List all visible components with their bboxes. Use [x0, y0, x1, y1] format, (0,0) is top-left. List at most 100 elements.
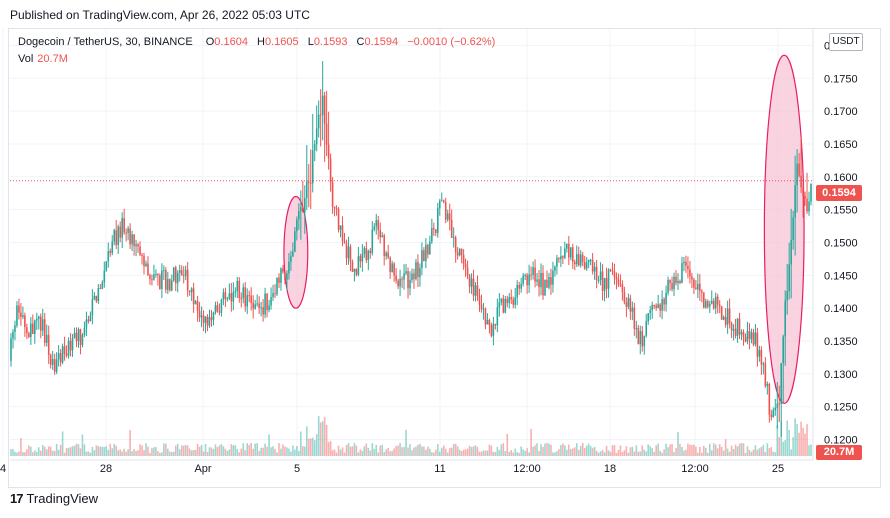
- symbol-name[interactable]: Dogecoin / TetherUS, 30, BINANCE: [18, 36, 193, 48]
- volume-bar: [704, 447, 707, 456]
- candle-body: [788, 264, 790, 292]
- candle-body: [141, 254, 143, 256]
- volume-bar: [528, 452, 530, 456]
- tradingview-logo[interactable]: 17 TradingView: [10, 491, 98, 506]
- volume-bar: [34, 450, 36, 456]
- volume-bar: [522, 449, 524, 456]
- volume-bar: [691, 445, 693, 456]
- candle-body: [49, 354, 52, 365]
- candle-body: [329, 158, 332, 183]
- candle-body: [681, 263, 683, 283]
- candle-body: [157, 273, 159, 276]
- candle-body: [335, 207, 338, 209]
- volume-legend: Vol 20.7M: [18, 53, 68, 65]
- volume-bar: [720, 446, 723, 456]
- price-tick-label: 0.1300: [824, 369, 858, 381]
- volume-bar: [123, 448, 125, 456]
- candle-body: [440, 200, 443, 202]
- volume-bar: [665, 443, 667, 456]
- volume-bar: [278, 443, 280, 456]
- candle-body: [550, 277, 552, 285]
- volume-label[interactable]: Vol: [18, 53, 34, 65]
- volume-bar: [613, 445, 616, 456]
- volume-bar: [317, 416, 320, 456]
- candle-body: [296, 219, 298, 232]
- candle-body: [456, 252, 459, 256]
- volume-bar: [375, 444, 378, 456]
- candle-body: [651, 305, 653, 311]
- volume-bar: [810, 444, 812, 456]
- candle-body: [373, 226, 376, 230]
- volume-bar: [212, 448, 215, 456]
- candle-body: [716, 296, 719, 305]
- candle-body: [129, 228, 131, 245]
- candle-body: [176, 272, 179, 284]
- volume-bar: [335, 452, 338, 456]
- volume-bar: [276, 452, 278, 456]
- currency-badge[interactable]: USDT: [829, 33, 863, 51]
- candle-body: [305, 181, 308, 199]
- candle-body: [472, 278, 475, 296]
- volume-bar: [524, 450, 526, 456]
- volume-bar: [41, 444, 44, 456]
- price-tick-label: 0.1750: [824, 73, 858, 85]
- candle-body: [794, 185, 796, 218]
- candle-body: [754, 332, 757, 345]
- volume-bar: [103, 447, 106, 456]
- volume-bar: [800, 421, 802, 456]
- volume-bar: [421, 446, 423, 456]
- candle-body: [556, 258, 558, 267]
- volume-bar: [303, 446, 306, 456]
- candle-body: [276, 277, 278, 295]
- candle-body: [198, 311, 201, 318]
- chart-frame[interactable]: [8, 28, 881, 488]
- volume-bar: [756, 449, 759, 456]
- candle-body: [409, 279, 411, 289]
- candle-body: [570, 247, 572, 258]
- candle-body: [264, 293, 266, 315]
- candle-body: [319, 114, 322, 116]
- volume-bar: [581, 443, 584, 456]
- candle-body: [772, 410, 775, 418]
- candle-body: [153, 274, 155, 280]
- candle-body: [722, 316, 725, 320]
- volume-bar: [796, 424, 798, 456]
- volume-bar: [573, 447, 576, 456]
- volume-bar: [732, 449, 735, 456]
- candle-body: [75, 332, 78, 342]
- candle-body: [361, 253, 364, 262]
- candle-body: [436, 208, 439, 234]
- volume-bar: [79, 448, 82, 456]
- volume-bar: [61, 431, 64, 456]
- candle-body: [35, 319, 38, 321]
- candle-body: [375, 220, 378, 227]
- candle-body: [303, 198, 306, 213]
- candle-body: [508, 297, 511, 304]
- candle-body: [677, 280, 679, 284]
- volume-bar: [794, 418, 796, 456]
- candle-body: [564, 248, 566, 258]
- volume-bar: [377, 452, 380, 456]
- volume-bar: [762, 444, 765, 456]
- candle-body: [752, 332, 755, 345]
- candle-body: [369, 250, 372, 254]
- volume-bar: [24, 452, 26, 456]
- volume-bar: [466, 448, 469, 456]
- candle-body: [498, 302, 501, 308]
- volume-bar: [14, 451, 16, 456]
- candle-body: [79, 329, 82, 345]
- volume-bar: [97, 446, 100, 456]
- volume-bar: [506, 433, 509, 456]
- volume-bar: [685, 449, 687, 456]
- volume-bar: [518, 452, 520, 456]
- volume-bar: [798, 432, 800, 456]
- candle-body: [224, 292, 227, 299]
- volume-bar: [232, 445, 235, 456]
- volume-bar: [329, 441, 332, 456]
- volume-bar: [758, 448, 761, 456]
- candle-body: [307, 181, 310, 183]
- volume-bar: [575, 443, 578, 456]
- volume-bar: [12, 449, 14, 456]
- candle-body: [123, 218, 125, 233]
